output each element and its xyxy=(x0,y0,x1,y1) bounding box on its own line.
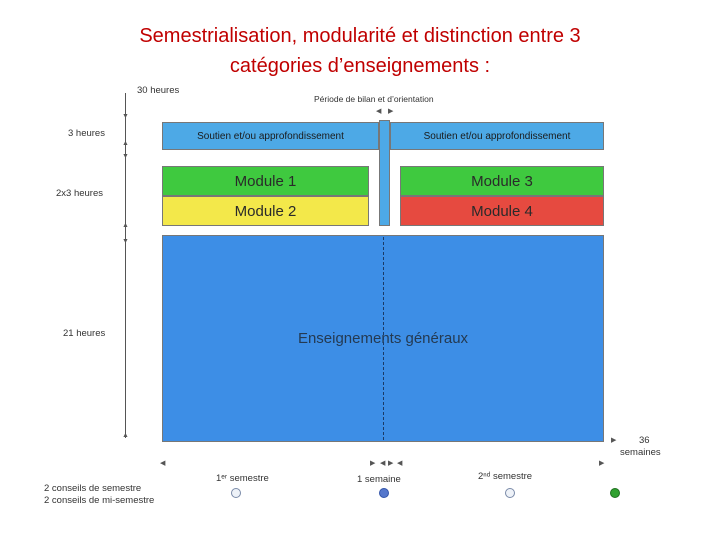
period-divider-bar xyxy=(379,120,390,226)
timeline-end-icon: ▶ xyxy=(599,460,605,467)
weeks-word-label: semaines xyxy=(620,447,661,458)
title-line-1: Semestrialisation, modularité et distinc… xyxy=(139,25,581,47)
hours-21-label: 21 heures xyxy=(63,328,106,339)
council-marker-3-icon xyxy=(505,488,515,498)
council-marker-4-icon xyxy=(610,488,620,498)
one-week-label: 1 semaine xyxy=(357,474,401,485)
scale-tick-5-icon: ▼ xyxy=(122,238,129,245)
total-hours-label: 30 heures xyxy=(137,85,180,96)
timeline-week-right-icon: ▶ xyxy=(388,460,394,467)
timeline-sem1-end-icon: ▶ xyxy=(370,460,376,467)
module-3-block: Module 3 xyxy=(400,166,604,196)
timeline-sem2-start-icon: ◀ xyxy=(397,460,403,467)
module-4-block: Module 4 xyxy=(400,196,604,226)
scale-tick-4-icon: ▲ xyxy=(122,222,129,229)
council-marker-2-icon xyxy=(379,488,389,498)
weeks-number-label: 36 xyxy=(639,435,650,446)
timeline-week-left-icon: ◀ xyxy=(380,460,386,467)
soutien-right-block: Soutien et/ou approfondissement xyxy=(390,122,604,150)
scale-tick-6-icon: ▲ xyxy=(122,432,129,439)
module-1-block: Module 1 xyxy=(162,166,369,196)
hour-scale-axis xyxy=(125,93,126,438)
scale-tick-1-icon: ▼ xyxy=(122,113,129,120)
soutien-left-block: Soutien et/ou approfondissement xyxy=(162,122,379,150)
weeks-arrow-icon: ▶ xyxy=(611,437,617,444)
semester-1-label: 1ᵉʳ semestre xyxy=(216,473,269,484)
title-line-2: catégories d’enseignements : xyxy=(229,55,491,77)
semester-split-dashed-line xyxy=(383,237,384,440)
hours-3-label: 3 heures xyxy=(68,128,105,139)
period-label: Période de bilan et d’orientation xyxy=(314,94,434,104)
conseils-mi-semestre-label: 2 conseils de mi-semestre xyxy=(44,495,155,506)
period-arrow-right-icon: ▶ xyxy=(388,108,394,115)
scale-tick-3-icon: ▼ xyxy=(122,153,129,160)
council-marker-1-icon xyxy=(231,488,241,498)
timeline-start-icon: ◀ xyxy=(160,460,166,467)
module-2-block: Module 2 xyxy=(162,196,369,226)
period-arrow-left-icon: ◀ xyxy=(376,108,382,115)
scale-tick-2-icon: ▲ xyxy=(122,140,129,147)
semester-2-label: 2ⁿᵈ semestre xyxy=(478,471,533,482)
hours-2x3-label: 2x3 heures xyxy=(56,188,104,199)
conseils-semestre-label: 2 conseils de semestre xyxy=(44,483,142,494)
